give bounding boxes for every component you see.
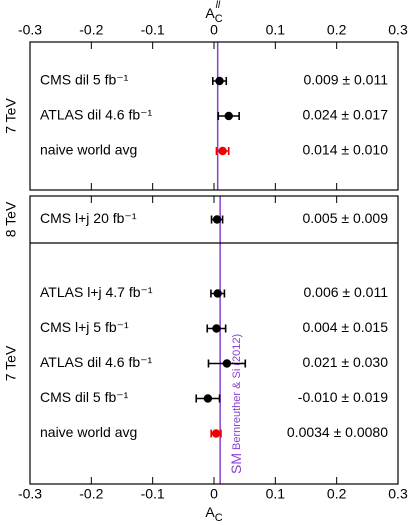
panel-frame: [29, 195, 399, 485]
reference-label: SM Bernreuther & Si (2012): [228, 334, 244, 474]
data-point: [224, 111, 233, 121]
x-tick-label: 0.1: [266, 486, 286, 502]
data-point: [212, 324, 221, 333]
reference-source: Bernreuther & Si (2012): [231, 334, 243, 450]
section-label: 7 TeV: [3, 98, 19, 134]
axis-symbol: A: [205, 504, 215, 520]
value-label: 0.024 ± 0.017: [302, 107, 388, 123]
row-label: CMS l+j 5 fb⁻¹: [40, 319, 129, 335]
row-label: CMS l+j 20 fb⁻¹: [40, 210, 137, 226]
x-tick-label: -0.3: [18, 22, 42, 38]
data-point: [213, 289, 222, 298]
value-label: 0.021 ± 0.030: [302, 354, 388, 370]
x-tick-label: 0.2: [327, 22, 347, 38]
section-label: 7 TeV: [3, 345, 19, 381]
row-label: ATLAS dil 4.6 fb⁻¹: [40, 354, 153, 370]
x-tick-label: -0.1: [141, 22, 165, 38]
data-point: [215, 76, 224, 86]
row-label: naive world avg: [40, 424, 137, 440]
data-point: [218, 146, 227, 156]
x-axis-title: ACll: [205, 0, 222, 25]
value-label: 0.006 ± 0.011: [304, 284, 389, 300]
value-label: 0.0034 ± 0.0080: [287, 424, 388, 440]
value-label: -0.010 ± 0.019: [298, 389, 388, 405]
value-label: 0.009 ± 0.011: [304, 72, 389, 88]
x-tick-label: -0.2: [79, 486, 103, 502]
value-label: 0.014 ± 0.010: [302, 142, 388, 158]
data-point: [211, 429, 221, 438]
x-tick-label: 0.2: [327, 486, 347, 502]
section-label: 8 TeV: [3, 201, 19, 237]
value-label: 0.005 ± 0.009: [302, 210, 388, 226]
axis-subscript: C: [215, 13, 223, 25]
x-tick-label: -0.2: [79, 22, 103, 38]
axis-superscript: ll: [216, 0, 221, 11]
value-label: 0.004 ± 0.015: [302, 319, 388, 335]
row-label: naive world avg: [40, 142, 137, 158]
x-axis-title: AC: [205, 504, 222, 524]
axis-subscript: C: [215, 512, 223, 524]
x-tick-label: 0: [210, 486, 218, 502]
data-point: [222, 359, 232, 368]
data-point: [203, 394, 213, 403]
x-tick-label: 0.3: [388, 22, 408, 38]
row-label: ATLAS l+j 4.7 fb⁻¹: [40, 284, 153, 300]
row-label: CMS dil 5 fb⁻¹: [40, 72, 129, 88]
x-tick-label: 0: [210, 22, 218, 38]
reference-name: SM: [228, 453, 244, 474]
x-tick-label: 0.1: [266, 22, 286, 38]
x-tick-label: -0.3: [18, 486, 42, 502]
x-tick-label: 0.3: [388, 486, 408, 502]
x-tick-label: -0.1: [141, 486, 165, 502]
row-label: CMS dil 5 fb⁻¹: [40, 389, 129, 405]
row-label: ATLAS dil 4.6 fb⁻¹: [40, 107, 153, 123]
axis-symbol: A: [205, 5, 215, 21]
data-point: [212, 215, 222, 224]
